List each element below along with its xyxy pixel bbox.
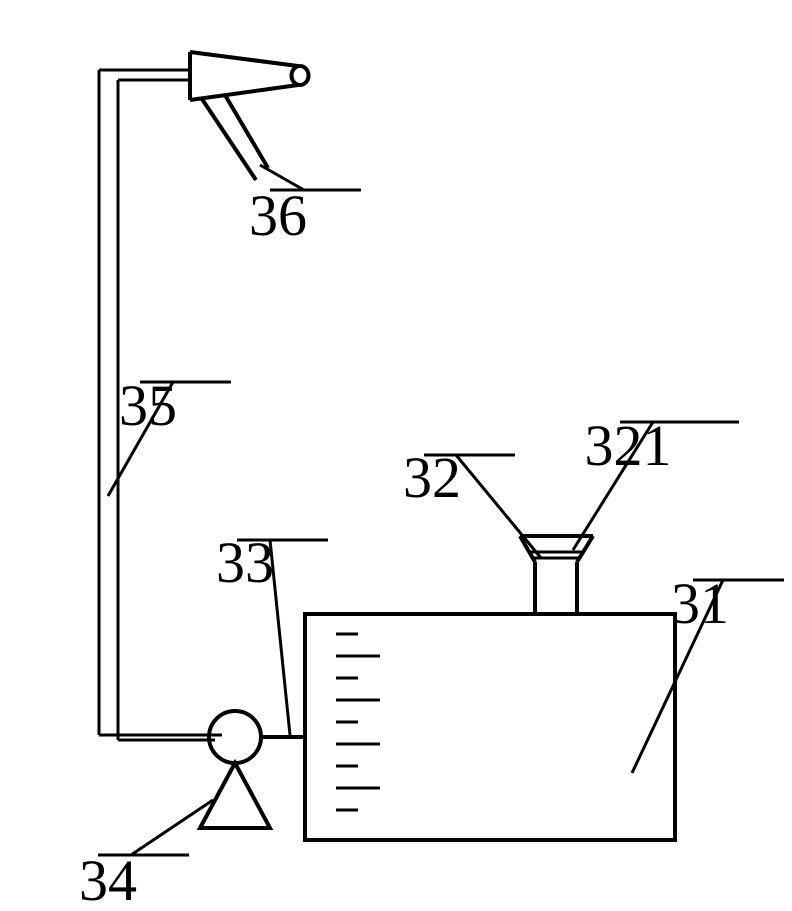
pump-head — [209, 711, 261, 763]
pump-base — [200, 763, 270, 828]
nozzle-mount — [202, 99, 256, 180]
ref-label-31: 31 — [671, 571, 729, 636]
ref-label-34: 34 — [79, 848, 137, 911]
ref-label-321: 321 — [585, 413, 672, 478]
nozzle-mount — [225, 95, 268, 168]
leader-line — [456, 455, 541, 558]
nozzle-tip — [292, 66, 309, 85]
tank-body — [305, 614, 675, 840]
ref-label-35: 35 — [119, 373, 177, 438]
ref-label-33: 33 — [216, 530, 274, 595]
ref-label-32: 32 — [403, 445, 461, 510]
nozzle-body — [190, 52, 298, 100]
ref-label-36: 36 — [249, 183, 307, 248]
